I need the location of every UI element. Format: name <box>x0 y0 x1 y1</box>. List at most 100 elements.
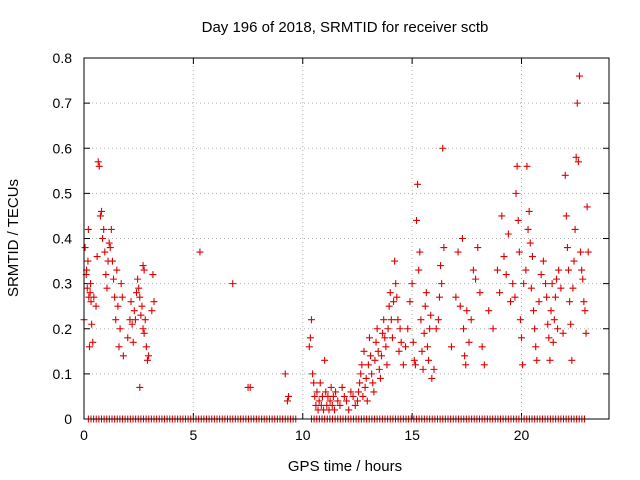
data-point <box>329 392 337 400</box>
data-point <box>369 379 377 387</box>
data-point <box>305 343 313 351</box>
data-point <box>281 370 289 378</box>
data-point <box>367 352 375 360</box>
data-point <box>345 406 353 414</box>
data-point <box>283 397 291 405</box>
data-point <box>513 162 521 170</box>
data-point <box>150 298 158 306</box>
data-point <box>563 244 571 252</box>
data-point <box>426 325 434 333</box>
data-point <box>118 293 126 301</box>
data-point <box>553 275 560 283</box>
data-point <box>84 257 92 265</box>
data-point <box>545 334 553 342</box>
data-point <box>343 397 350 405</box>
data-point <box>548 280 556 288</box>
data-point <box>448 343 455 351</box>
data-point <box>472 275 480 283</box>
data-point <box>582 329 590 337</box>
data-point <box>411 361 419 369</box>
data-point <box>520 280 528 288</box>
data-point <box>416 248 424 256</box>
data-point <box>113 266 121 274</box>
data-point <box>378 352 385 360</box>
data-point <box>107 225 115 233</box>
data-point <box>562 212 570 220</box>
data-point <box>526 239 534 247</box>
data-point <box>306 334 314 342</box>
data-point <box>419 365 427 373</box>
data-point <box>418 347 426 355</box>
data-point <box>430 365 438 373</box>
data-point <box>384 325 392 333</box>
data-point <box>142 343 150 351</box>
data-point <box>478 343 486 351</box>
data-point <box>340 392 348 400</box>
data-point <box>566 298 574 306</box>
data-point <box>338 383 346 391</box>
data-point <box>489 325 497 333</box>
data-point <box>89 338 97 346</box>
data-point <box>102 271 110 279</box>
data-point <box>515 248 523 256</box>
data-point <box>327 383 335 391</box>
data-point <box>516 316 524 324</box>
y-tick-label: 0.5 <box>53 185 73 201</box>
data-point <box>568 356 576 364</box>
data-point <box>533 356 541 364</box>
data-point <box>537 271 545 279</box>
data-point <box>500 253 508 261</box>
data-point <box>81 244 89 252</box>
data-point <box>373 325 381 333</box>
data-point <box>330 406 338 414</box>
y-tick-label: 0.4 <box>53 231 73 247</box>
data-point <box>414 180 422 188</box>
data-point <box>148 307 156 315</box>
data-point <box>374 347 382 355</box>
data-point <box>368 370 376 378</box>
data-point <box>358 361 366 369</box>
data-point <box>509 280 517 288</box>
data-point <box>115 343 123 351</box>
data-point <box>84 225 92 233</box>
data-point <box>334 397 342 405</box>
data-point <box>422 289 430 297</box>
data-point <box>462 361 470 369</box>
x-axis-label: GPS time / hours <box>288 458 402 475</box>
data-point <box>315 397 323 405</box>
data-point <box>139 325 147 333</box>
data-point <box>394 316 402 324</box>
data-point <box>136 293 144 301</box>
data-point <box>383 361 391 369</box>
data-point <box>456 302 464 310</box>
data-point <box>397 338 405 346</box>
data-point <box>393 293 401 301</box>
data-point <box>485 307 493 315</box>
data-point <box>381 334 389 342</box>
data-point <box>328 401 336 409</box>
data-point <box>404 325 412 333</box>
data-point <box>357 370 365 378</box>
data-point <box>518 334 525 342</box>
data-point <box>399 361 407 369</box>
y-tick-label: 0.6 <box>53 140 73 156</box>
data-point <box>463 307 471 315</box>
data-point <box>372 338 380 346</box>
data-point <box>363 397 371 405</box>
data-point <box>124 334 132 342</box>
data-point <box>413 216 420 224</box>
data-point <box>525 207 533 215</box>
data-point <box>480 361 488 369</box>
data-points <box>80 72 592 423</box>
data-point <box>145 352 153 360</box>
data-point <box>375 365 383 373</box>
data-point <box>395 347 403 355</box>
data-point <box>392 280 400 288</box>
data-point <box>551 293 559 301</box>
data-point <box>138 302 146 310</box>
data-point <box>311 392 319 400</box>
data-point <box>353 397 361 405</box>
x-tick-label: 20 <box>514 427 530 443</box>
data-point <box>579 275 587 283</box>
grid-lines <box>84 58 609 419</box>
